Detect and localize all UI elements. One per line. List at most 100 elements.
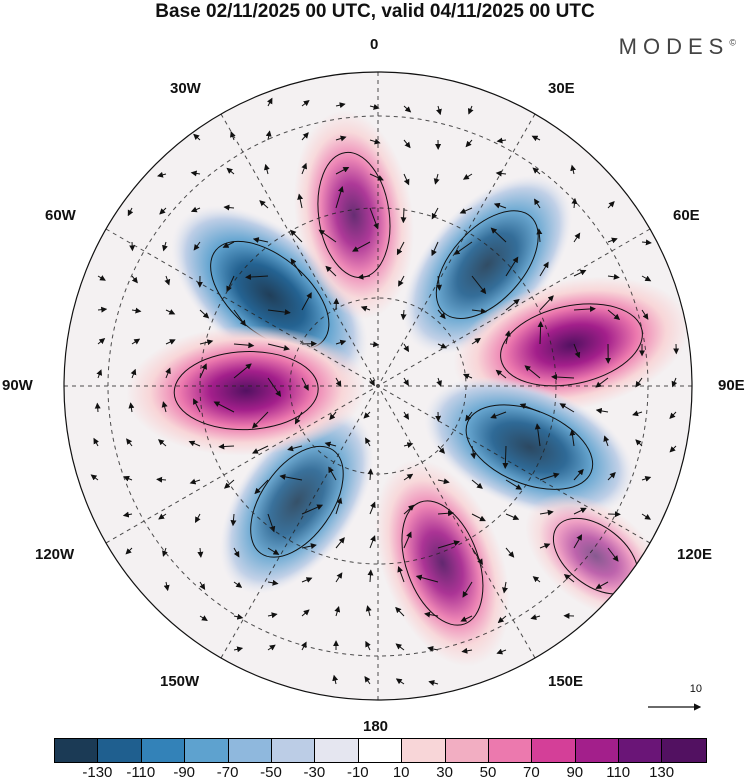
meridian-60e-120w bbox=[105, 228, 651, 544]
brand-mark: © bbox=[729, 37, 736, 48]
wind-vector bbox=[93, 437, 100, 447]
wind-vector bbox=[496, 137, 507, 144]
wind-vector bbox=[126, 438, 133, 447]
wind-vector bbox=[641, 513, 652, 520]
wind-vector bbox=[252, 237, 269, 243]
wind-vector bbox=[495, 170, 507, 177]
wind-vector bbox=[267, 547, 280, 555]
wind-vector bbox=[415, 574, 439, 583]
wind-vector bbox=[297, 193, 304, 209]
colorbar-swatch bbox=[445, 739, 489, 762]
label-30w: 30W bbox=[170, 80, 201, 97]
wind-vector bbox=[505, 547, 515, 558]
wind-vector bbox=[403, 105, 412, 113]
anomaly-contour bbox=[250, 445, 344, 558]
wind-vector bbox=[127, 207, 134, 217]
wind-vector bbox=[233, 309, 246, 327]
wind-vector bbox=[335, 377, 342, 388]
wind-vector bbox=[352, 241, 371, 252]
wind-vector bbox=[335, 497, 343, 515]
wind-vector bbox=[131, 275, 138, 284]
wind-vector bbox=[164, 275, 171, 286]
wind-vector bbox=[504, 330, 511, 345]
colorbar-tick-label: -30 bbox=[303, 764, 326, 781]
wind-vector bbox=[453, 241, 473, 255]
wind-vector bbox=[570, 164, 577, 175]
wind-vector bbox=[193, 133, 201, 141]
wind-vector bbox=[400, 309, 407, 321]
wind-vector bbox=[357, 273, 371, 280]
wind-vector bbox=[360, 305, 371, 312]
wind-vector bbox=[122, 511, 133, 518]
label-120e: 120E bbox=[677, 546, 713, 563]
label-90e: 90E bbox=[718, 377, 745, 394]
latitude-circle-inner bbox=[289, 297, 467, 475]
wind-vector bbox=[436, 105, 442, 116]
wind-vector bbox=[671, 377, 678, 388]
wind-vector bbox=[158, 513, 167, 520]
latitude-circle-mid bbox=[199, 207, 557, 565]
colorbar-tick-label: 10 bbox=[392, 764, 410, 781]
wind-vector bbox=[267, 612, 278, 619]
wind-vector bbox=[267, 513, 276, 533]
wind-vector bbox=[335, 537, 345, 549]
wind-vector bbox=[189, 478, 201, 485]
wind-vector bbox=[97, 338, 106, 345]
wind-vector bbox=[502, 445, 509, 469]
colorbar-swatch bbox=[662, 739, 706, 762]
wind-vector bbox=[641, 239, 652, 246]
wind-vector bbox=[470, 445, 477, 460]
wind-vector bbox=[471, 275, 487, 295]
wind-vector bbox=[332, 674, 339, 685]
wind-vector bbox=[369, 207, 379, 230]
wind-vector bbox=[369, 138, 381, 145]
wind-vector bbox=[213, 401, 235, 413]
wind-vector bbox=[669, 411, 677, 420]
wind-vector bbox=[595, 377, 609, 388]
label-180: 180 bbox=[363, 718, 389, 735]
wind-vector bbox=[398, 275, 405, 287]
wind-vector bbox=[335, 185, 344, 209]
wind-vector bbox=[607, 309, 621, 320]
wind-vector bbox=[462, 581, 473, 598]
label-60e: 60E bbox=[673, 207, 700, 224]
wind-vector bbox=[534, 198, 541, 209]
colorbar-tick-label: -90 bbox=[173, 764, 196, 781]
wind-vector bbox=[324, 441, 337, 448]
wind-vector bbox=[573, 343, 581, 359]
wind-vector bbox=[427, 645, 439, 652]
wind-vector bbox=[130, 368, 137, 379]
colorbar-swatch bbox=[228, 739, 272, 762]
wind-vector bbox=[436, 275, 442, 291]
colorbar-swatch bbox=[55, 739, 99, 762]
wind-vector bbox=[267, 579, 279, 586]
anomaly-contour bbox=[500, 303, 643, 387]
wind-vector bbox=[433, 173, 440, 185]
wind-vector bbox=[505, 513, 520, 521]
wind-vector bbox=[335, 166, 350, 175]
wind-vector bbox=[365, 437, 371, 447]
wind-vector bbox=[301, 641, 307, 651]
wind-vector bbox=[505, 479, 523, 490]
wind-vector bbox=[403, 442, 414, 448]
wind-vector bbox=[301, 292, 312, 311]
reference-vector-label: 10 bbox=[689, 683, 702, 695]
wind-vector bbox=[367, 468, 374, 481]
wind-vector bbox=[595, 407, 609, 414]
wind-vector bbox=[532, 576, 541, 583]
colorbar-tick-label: -50 bbox=[260, 764, 282, 781]
wind-vector bbox=[334, 605, 341, 617]
wind-vector bbox=[436, 377, 442, 387]
colorbar-tick-label: 50 bbox=[479, 764, 497, 781]
wind-vector bbox=[496, 648, 507, 655]
wind-vector bbox=[365, 640, 371, 651]
positive-anomaly bbox=[293, 110, 414, 320]
label-60w: 60W bbox=[45, 207, 76, 224]
wind-vector bbox=[158, 439, 167, 447]
label-120w: 120W bbox=[35, 546, 75, 563]
wind-vector bbox=[233, 581, 243, 588]
wind-vector bbox=[505, 298, 520, 311]
wind-vector bbox=[290, 258, 303, 277]
wind-vector bbox=[502, 581, 508, 594]
wind-vector bbox=[437, 510, 454, 517]
